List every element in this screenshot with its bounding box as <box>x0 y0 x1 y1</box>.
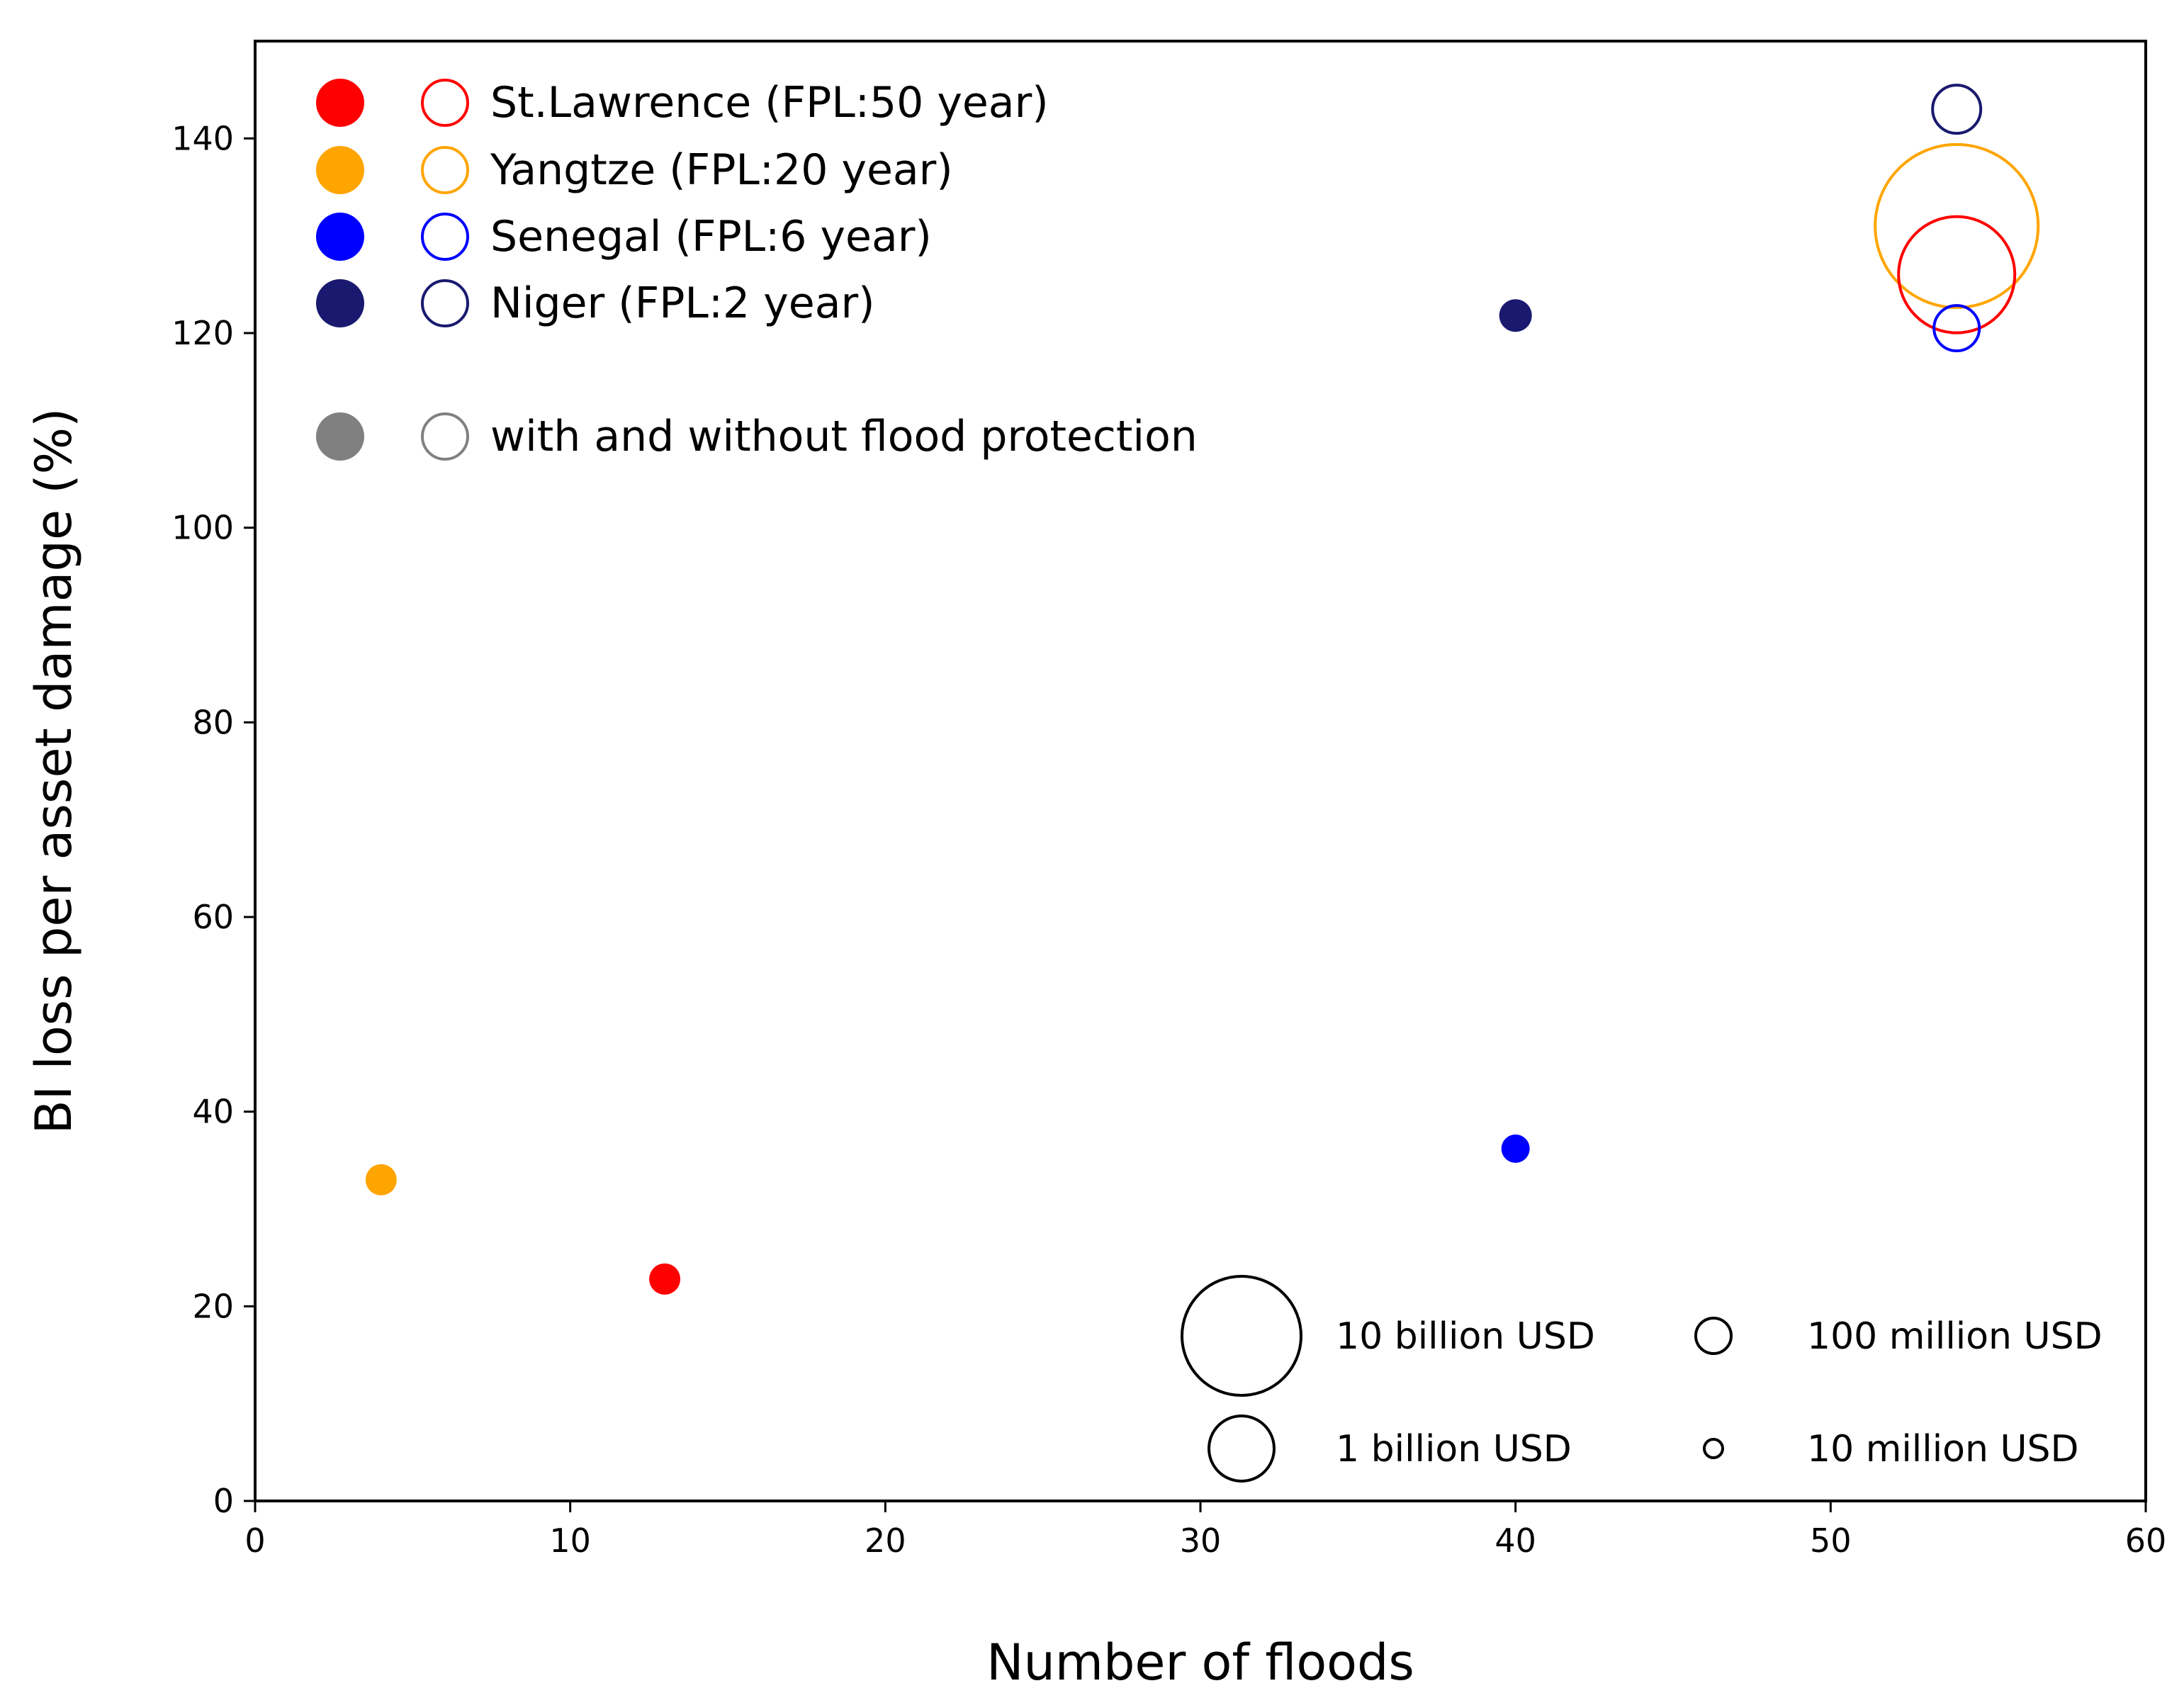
x-tick-label: 20 <box>865 1522 906 1560</box>
size-legend-label: 100 million USD <box>1807 1315 2103 1358</box>
y-axis-title: BI loss per asset damage (%) <box>25 408 83 1135</box>
legend-label: with and without flood protection <box>490 412 1198 461</box>
y-tick-label: 0 <box>213 1482 234 1520</box>
point-with-protection-senegal <box>1501 1134 1530 1163</box>
legend: St.Lawrence (FPL:50 year) Yangtze (FPL:20… <box>316 78 1198 461</box>
x-tick-label: 40 <box>1495 1522 1536 1560</box>
y-tick-label: 100 <box>171 509 234 547</box>
legend-filled-marker <box>316 79 364 127</box>
size-legend: 10 billion USD 100 million USD 1 billion U… <box>1181 1275 2103 1483</box>
x-axis-title: Number of floods <box>986 1633 1414 1692</box>
legend-hollow-marker <box>421 279 469 327</box>
size-legend-label: 10 million USD <box>1807 1428 2079 1470</box>
point-with-protection-yangtze <box>365 1164 397 1196</box>
size-legend-circle <box>1694 1317 1733 1355</box>
size-legend-label: 10 billion USD <box>1336 1315 1595 1358</box>
point-without-protection-stlawrence <box>1897 215 2017 334</box>
legend-label: Senegal (FPL:6 year) <box>490 212 932 261</box>
point-with-protection-niger <box>1499 299 1532 332</box>
legend-hollow-marker <box>421 412 469 461</box>
size-legend-circle <box>1208 1414 1276 1483</box>
legend-hollow-marker <box>421 146 469 194</box>
legend-label: St.Lawrence (FPL:50 year) <box>490 78 1049 128</box>
size-legend-circle <box>1703 1438 1724 1459</box>
y-tick-label: 140 <box>171 119 234 157</box>
legend-filled-marker <box>316 412 364 461</box>
legend-hollow-marker <box>421 213 469 261</box>
x-tick-label: 10 <box>549 1522 591 1560</box>
legend-hollow-marker <box>421 79 469 127</box>
x-tick-label: 50 <box>1810 1522 1852 1560</box>
legend-label: Niger (FPL:2 year) <box>490 279 875 328</box>
x-tick-label: 30 <box>1180 1522 1222 1560</box>
y-tick-label: 40 <box>192 1093 234 1131</box>
point-without-protection-senegal <box>1932 304 1981 353</box>
legend-filled-marker <box>316 213 364 261</box>
x-tick-label: 0 <box>244 1522 265 1560</box>
y-axis: 0 20 40 60 80 100 120 140 <box>171 119 255 1520</box>
x-axis: 0 10 20 30 40 50 60 <box>244 1501 2166 1560</box>
point-without-protection-yangtze <box>1874 142 2040 309</box>
point-with-protection-stlawrence <box>649 1263 681 1295</box>
y-tick-label: 80 <box>192 703 234 741</box>
size-legend-label: 1 billion USD <box>1336 1428 1572 1470</box>
legend-filled-marker <box>316 146 364 194</box>
point-without-protection-niger <box>1931 84 1983 135</box>
x-tick-label: 60 <box>2125 1522 2167 1560</box>
y-tick-label: 120 <box>171 314 234 352</box>
legend-filled-marker <box>316 279 364 327</box>
data-points <box>365 84 2040 1295</box>
legend-label: Yangtze (FPL:20 year) <box>490 145 953 195</box>
y-tick-label: 60 <box>192 898 234 936</box>
y-tick-label: 20 <box>192 1287 234 1325</box>
size-legend-circle <box>1181 1275 1302 1397</box>
